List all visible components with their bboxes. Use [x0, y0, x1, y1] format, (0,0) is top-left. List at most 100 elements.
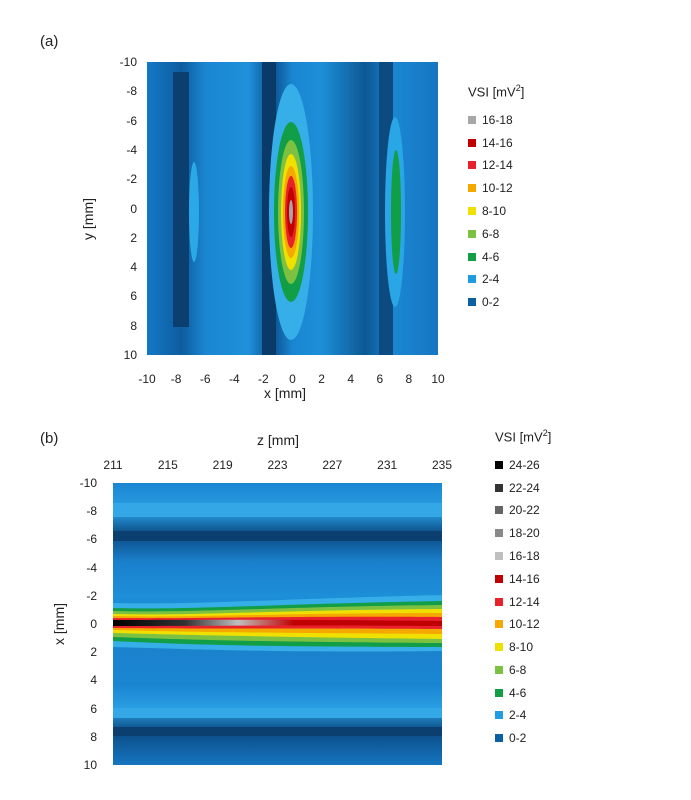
legend-item: 16-18 [495, 545, 551, 568]
x-tick-label: 211 [103, 458, 123, 472]
legend-item: 12-14 [468, 154, 524, 177]
legend-a-title: VSI [mV2] [468, 83, 525, 100]
legend-label: 16-18 [482, 112, 513, 127]
x-tick-label: -4 [228, 372, 240, 386]
legend-item: 8-10 [495, 636, 551, 659]
y-tick-label: 6 [90, 701, 97, 716]
legend-item: 18-20 [495, 522, 551, 545]
legend-swatch [468, 275, 476, 284]
legend-swatch [495, 574, 503, 583]
heatmap-a-side-ridge [189, 162, 199, 262]
legend-item: 20-22 [495, 499, 551, 522]
x-tick-label: -2 [258, 372, 269, 386]
heatmap-b [113, 483, 442, 765]
legend-label: 24-26 [509, 457, 540, 472]
x-tick-label: -10 [138, 372, 156, 386]
legend-swatch [468, 184, 476, 193]
heatmap-a [147, 62, 438, 355]
legend-item: 2-4 [495, 704, 551, 727]
x-tick-label: 10 [431, 372, 445, 386]
legend-swatch [495, 620, 503, 629]
legend-item: 16-18 [468, 108, 524, 131]
legend-label: 14-16 [482, 135, 513, 150]
legend-swatch [495, 643, 503, 652]
legend-swatch [495, 711, 503, 720]
y-tick-label: -6 [126, 113, 137, 128]
y-tick-label: -6 [86, 532, 97, 547]
y-tick-label: 8 [90, 729, 97, 744]
y-tick-label: -2 [126, 172, 137, 187]
y-axis-title-b: x [mm] [51, 603, 67, 645]
legend-item: 10-12 [495, 613, 551, 636]
legend-label: 12-14 [482, 158, 513, 173]
x-tick-label: 227 [322, 458, 343, 472]
legend-item: 0-2 [495, 727, 551, 750]
y-tick-label: 2 [90, 645, 97, 660]
legend-label: 2-4 [482, 272, 500, 287]
legend-label: 4-6 [509, 685, 527, 700]
y-tick-label: 10 [83, 758, 97, 772]
x-tick-label: 8 [405, 372, 413, 386]
y-tick-label: 8 [130, 318, 137, 333]
y-tick-label: -8 [86, 504, 97, 519]
legend-label: 8-10 [509, 640, 534, 655]
y-tick-label: 10 [123, 348, 137, 362]
legend-item: 22-24 [495, 476, 551, 499]
heatmap-b-ridge [113, 708, 442, 718]
heatmap-b-core [113, 619, 442, 626]
heatmap-b-trough [113, 531, 442, 541]
x-tick-label: 2 [318, 372, 325, 386]
x-tick-label: 235 [431, 458, 453, 472]
legend-item: 10-12 [468, 177, 524, 200]
legend-a: VSI [mV2] 16-18 14-16 12-14 10-12 8-10 6-8 4-6… [468, 83, 524, 314]
legend-label: 10-12 [482, 181, 513, 196]
heatmap-a-trough [173, 72, 189, 327]
x-tick-label: 223 [267, 458, 288, 472]
legend-swatch [495, 460, 503, 469]
legend-label: 10-12 [509, 617, 540, 632]
legend-swatch [468, 138, 476, 147]
x-tick-label: 231 [377, 458, 398, 472]
x-axis-title-b: z [mm] [257, 432, 299, 448]
legend-swatch [495, 551, 503, 560]
y-tick-label: 6 [130, 289, 137, 304]
legend-item: 6-8 [495, 659, 551, 682]
x-tick-label: -6 [199, 372, 211, 386]
legend-swatch [468, 115, 476, 124]
legend-b-title: VSI [mV2] [495, 428, 552, 445]
legend-item: 24-26 [495, 453, 551, 476]
panel-b-label: (b) [40, 430, 59, 447]
legend-item: 6-8 [468, 222, 524, 245]
legend-item: 14-16 [495, 567, 551, 590]
legend-label: 20-22 [509, 503, 540, 518]
y-tick-label: 2 [130, 230, 137, 245]
heatmap-b-trough [113, 727, 442, 736]
legend-label: 2-4 [509, 708, 527, 723]
legend-label: 6-8 [509, 662, 527, 677]
x-axis-title-a: x [mm] [264, 385, 306, 401]
y-tick-label: -4 [126, 142, 137, 157]
legend-swatch [495, 597, 503, 606]
heatmap-a-peak-core [289, 200, 293, 224]
legend-swatch [495, 688, 503, 697]
legend-swatch [495, 506, 503, 515]
y-tick-label: 4 [90, 673, 97, 688]
legend-item: 4-6 [495, 681, 551, 704]
legend-swatch [495, 483, 503, 492]
y-tick-label: -10 [79, 476, 97, 490]
heatmap-b-ridge [113, 503, 442, 517]
legend-item: 2-4 [468, 268, 524, 291]
x-tick-label: 4 [347, 372, 355, 386]
legend-label: 8-10 [482, 203, 507, 218]
legend-item: 14-16 [468, 131, 524, 154]
y-tick-label: 0 [90, 617, 97, 631]
legend-swatch [468, 229, 476, 238]
y-tick-label: 0 [130, 201, 137, 216]
heatmap-a-trough [262, 62, 276, 355]
legend-label: 22-24 [509, 480, 540, 495]
legend-swatch [495, 529, 503, 538]
legend-label: 14-16 [509, 571, 540, 586]
legend-item: 4-6 [468, 245, 524, 268]
x-tick-label: 6 [376, 372, 384, 386]
legend-label: 16-18 [509, 548, 540, 563]
